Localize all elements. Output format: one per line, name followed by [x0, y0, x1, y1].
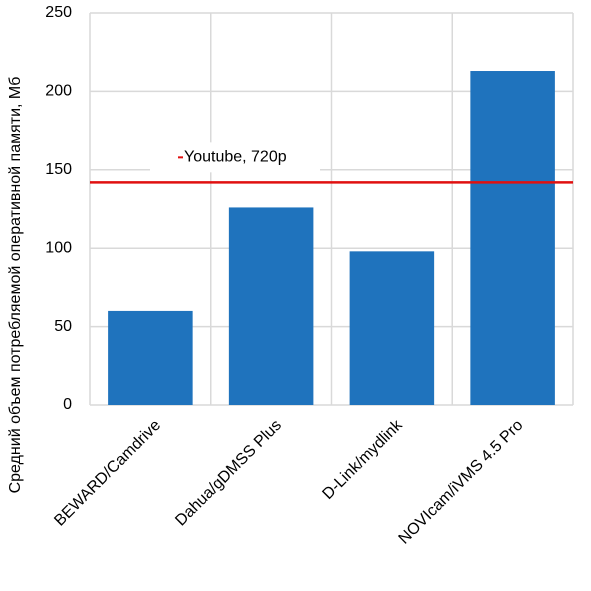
bar — [349, 251, 435, 405]
bar — [108, 310, 193, 405]
x-tick-label: D-Link/mydlink — [319, 416, 406, 503]
bar — [470, 71, 555, 406]
legend-label: Youtube, 720p — [184, 149, 287, 166]
y-tick-label: 200 — [45, 83, 72, 100]
y-tick-label: 100 — [45, 239, 72, 256]
x-tick-label: NOVIcam/iVMS 4.5 Pro — [396, 417, 527, 548]
y-tick-label: 250 — [45, 4, 72, 21]
y-tick-label: 150 — [45, 161, 72, 178]
y-tick-label: 50 — [54, 318, 72, 335]
x-tick-label: Dahua/gDMSS Plus — [172, 417, 285, 530]
y-axis-label: Средний объем потребляемой оперативной п… — [7, 77, 24, 494]
x-tick-label: BEWARD/Camdrive — [51, 417, 164, 530]
bar — [228, 207, 314, 405]
y-tick-label: 0 — [63, 396, 72, 413]
